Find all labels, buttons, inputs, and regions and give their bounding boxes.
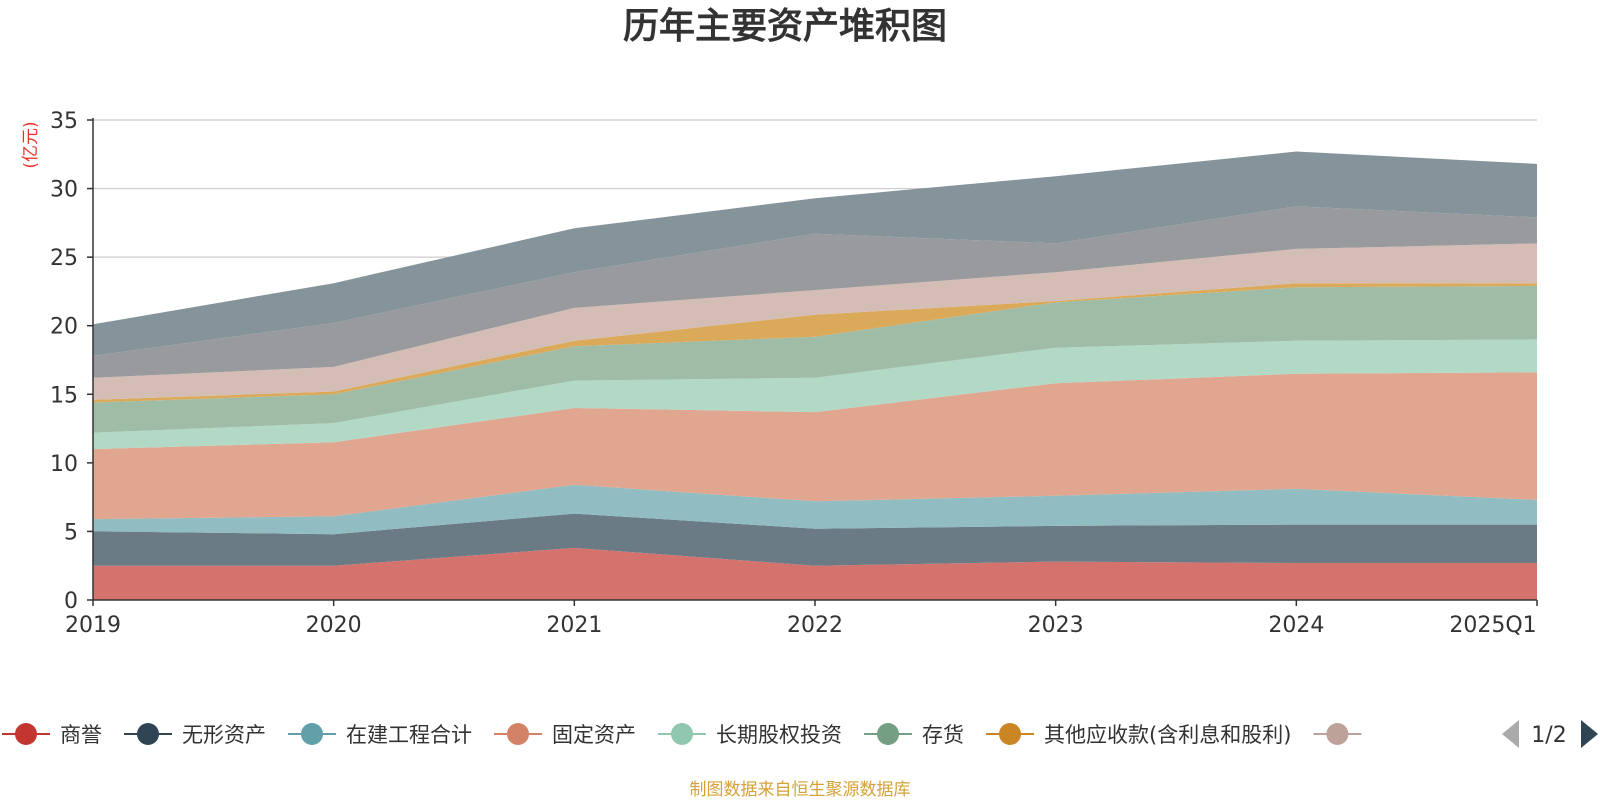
legend: 商誉 无形资产 在建工程合计 固定资产 长期股权投资 存货 其他应收款(含利息和股利)	[2, 723, 1362, 747]
x-tick-label: 2022	[787, 613, 843, 638]
y-tick-label: 10	[50, 452, 78, 477]
area-series	[93, 243, 1537, 400]
legend-item[interactable]: 长期股权投资	[658, 723, 842, 747]
area-series	[93, 372, 1537, 520]
legend-label: 无形资产	[182, 723, 266, 747]
legend-item[interactable]: 在建工程合计	[288, 723, 472, 747]
area-series	[93, 285, 1537, 433]
legend-next-page-button[interactable]	[1581, 720, 1598, 748]
y-tick-label: 35	[50, 109, 78, 134]
legend-item[interactable]: 其他应收款(含利息和股利)	[986, 723, 1291, 747]
area-series	[93, 206, 1537, 378]
legend-label: 固定资产	[552, 723, 636, 747]
legend-prev-page-button[interactable]	[1502, 720, 1519, 748]
legend-label: 存货	[922, 723, 964, 747]
legend-item[interactable]: 存货	[864, 723, 964, 747]
x-tick-label: 2019	[65, 613, 121, 638]
y-axis-ticks: 0 5 10 15 20 25 30 35	[50, 109, 93, 614]
legend-label: 其他应收款(含利息和股利)	[1044, 723, 1291, 747]
legend-item[interactable]: 商誉	[2, 723, 102, 747]
area-series	[93, 484, 1537, 535]
legend-item[interactable]	[1313, 723, 1362, 745]
arrow-right-icon	[1581, 720, 1598, 748]
legend-marker-icon	[1326, 723, 1349, 745]
legend-marker-icon	[671, 723, 693, 745]
legend-label: 长期股权投资	[716, 723, 842, 747]
stacked-areas	[93, 151, 1537, 600]
y-tick-label: 15	[50, 383, 78, 408]
legend-marker-icon	[301, 723, 323, 745]
y-tick-label: 0	[64, 589, 78, 614]
x-tick-label: 2020	[306, 613, 362, 638]
x-tick-label: 2023	[1028, 613, 1084, 638]
legend-label: 在建工程合计	[346, 723, 472, 747]
area-series	[93, 513, 1537, 566]
legend-item[interactable]: 固定资产	[494, 723, 636, 747]
area-series	[93, 547, 1537, 600]
area-series	[93, 339, 1537, 450]
legend-marker-icon	[877, 723, 899, 745]
y-tick-label: 5	[64, 520, 78, 545]
y-tick-label: 30	[50, 178, 78, 203]
legend-marker-icon	[507, 723, 529, 745]
arrow-left-icon	[1502, 720, 1519, 748]
chart-title: 历年主要资产堆积图	[623, 6, 947, 47]
y-tick-label: 25	[50, 246, 78, 271]
x-tick-label: 2025Q1	[1449, 613, 1536, 638]
legend-marker-icon	[15, 723, 37, 745]
x-tick-label: 2021	[546, 613, 602, 638]
source-note: 制图数据来自恒生聚源数据库	[690, 780, 911, 800]
legend-item[interactable]: 无形资产	[124, 723, 266, 747]
y-tick-label: 20	[50, 315, 78, 340]
area-series	[93, 151, 1537, 356]
x-axis-ticks: 2019 2020 2021 2022 2023 2024 2025Q1	[65, 600, 1538, 638]
legend-marker-icon	[999, 723, 1021, 745]
legend-marker-icon	[137, 723, 159, 745]
x-tick-label: 2024	[1268, 613, 1324, 638]
legend-page-indicator: 1/2	[1531, 723, 1566, 748]
y-axis-unit: (亿元)	[21, 121, 41, 168]
legend-label: 商誉	[60, 723, 102, 747]
